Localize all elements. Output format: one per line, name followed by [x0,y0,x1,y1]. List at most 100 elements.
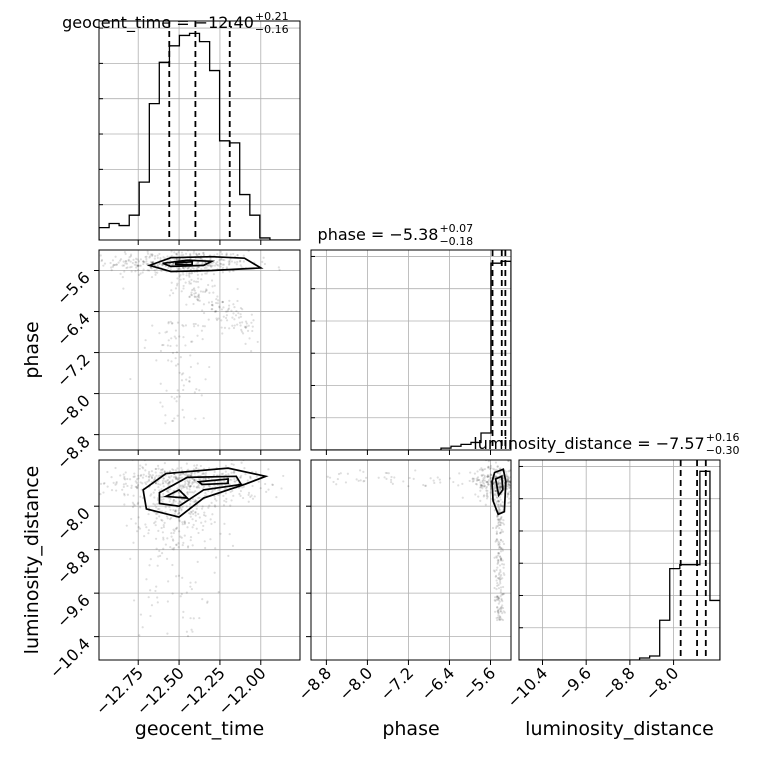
sample-point [204,289,207,292]
sample-point [506,478,510,482]
sample-point [213,264,217,267]
sample-point [190,628,193,631]
sample-point [154,520,157,523]
sample-point [160,496,163,499]
sample-point [90,492,92,494]
y-tick-label-luminosity_distance: −8.0 [53,504,94,545]
sample-point [228,259,231,262]
sample-point [190,587,193,591]
sample-point [255,475,258,478]
sample-point [507,477,511,480]
sample-point [521,481,523,483]
sample-point [164,506,167,509]
sample-point [180,469,184,472]
sample-point [265,490,268,493]
panel-grid [99,21,300,240]
sample-point [514,489,516,491]
sample-point [180,466,183,469]
sample-point [250,350,253,353]
sample-point [178,500,182,503]
sample-point [195,507,198,510]
sample-point [236,253,239,257]
sample-point [150,470,154,473]
sample-point [328,476,332,479]
sample-point [481,487,484,490]
sample-point [142,260,145,263]
sample-point [139,272,142,275]
sample-point [156,265,159,268]
sample-point [157,485,160,489]
y-axis-label-luminosity_distance: luminosity_distance [21,466,43,655]
sample-point [197,293,200,296]
sample-point [508,484,511,487]
sample-point [225,497,228,500]
sample-point [505,487,509,490]
panel-frame [98,20,301,241]
sample-point [144,469,147,472]
sample-point [178,507,181,510]
sample-point [177,545,180,549]
sample-point [481,479,484,483]
sample-point [493,498,496,501]
sample-point [132,503,135,506]
sample-point [498,486,501,489]
sample-point [172,262,176,265]
sample-point [520,477,522,479]
y-tick-label-luminosity_distance: −9.6 [53,591,94,632]
sample-point [197,286,200,289]
sample-point [482,495,485,498]
sample-point [148,478,151,481]
sample-point [496,518,499,521]
contour-line [162,259,216,268]
sample-point [188,488,191,491]
sample-point [513,490,515,492]
sample-point [177,502,180,505]
sample-point [157,467,160,470]
sample-point [213,284,216,287]
sample-point [497,611,500,615]
sample-point [487,483,490,486]
sample-point [153,478,156,482]
sample-point [162,492,165,496]
sample-point [496,618,499,622]
sample-point [165,515,169,518]
sample-point [494,540,497,543]
sample-point [175,575,178,578]
sample-point [33,259,35,261]
sample-point [187,482,190,486]
sample-point [165,330,169,333]
sample-point [163,470,166,474]
sample-point [471,477,474,481]
sample-point [161,264,164,267]
title-phase: phase = −5.38 +0.07−0.18 [318,222,474,248]
sample-point [198,486,201,489]
sample-point [196,273,199,276]
sample-point [166,255,169,258]
sample-point [171,351,175,355]
sample-point [507,458,509,460]
sample-point [160,471,163,474]
sample-point [479,483,482,487]
sample-point [228,299,231,302]
sample-point [195,388,198,391]
sample-point [476,476,480,479]
sample-point [68,477,70,479]
sample-point [512,467,514,469]
sample-point [489,483,492,486]
sample-point [493,610,497,613]
sample-point [189,581,192,584]
sample-point [192,250,196,253]
sample-point [115,263,118,266]
sample-point [189,252,192,256]
sample-point [222,494,225,497]
sample-point [210,308,213,311]
sample-point [186,491,189,494]
sample-point [498,484,501,487]
sample-point [336,477,339,481]
sample-point [501,501,504,504]
sample-point [500,606,503,609]
sample-point [216,302,220,305]
sample-point [216,484,219,487]
sample-point [246,329,250,332]
sample-point [501,577,504,580]
